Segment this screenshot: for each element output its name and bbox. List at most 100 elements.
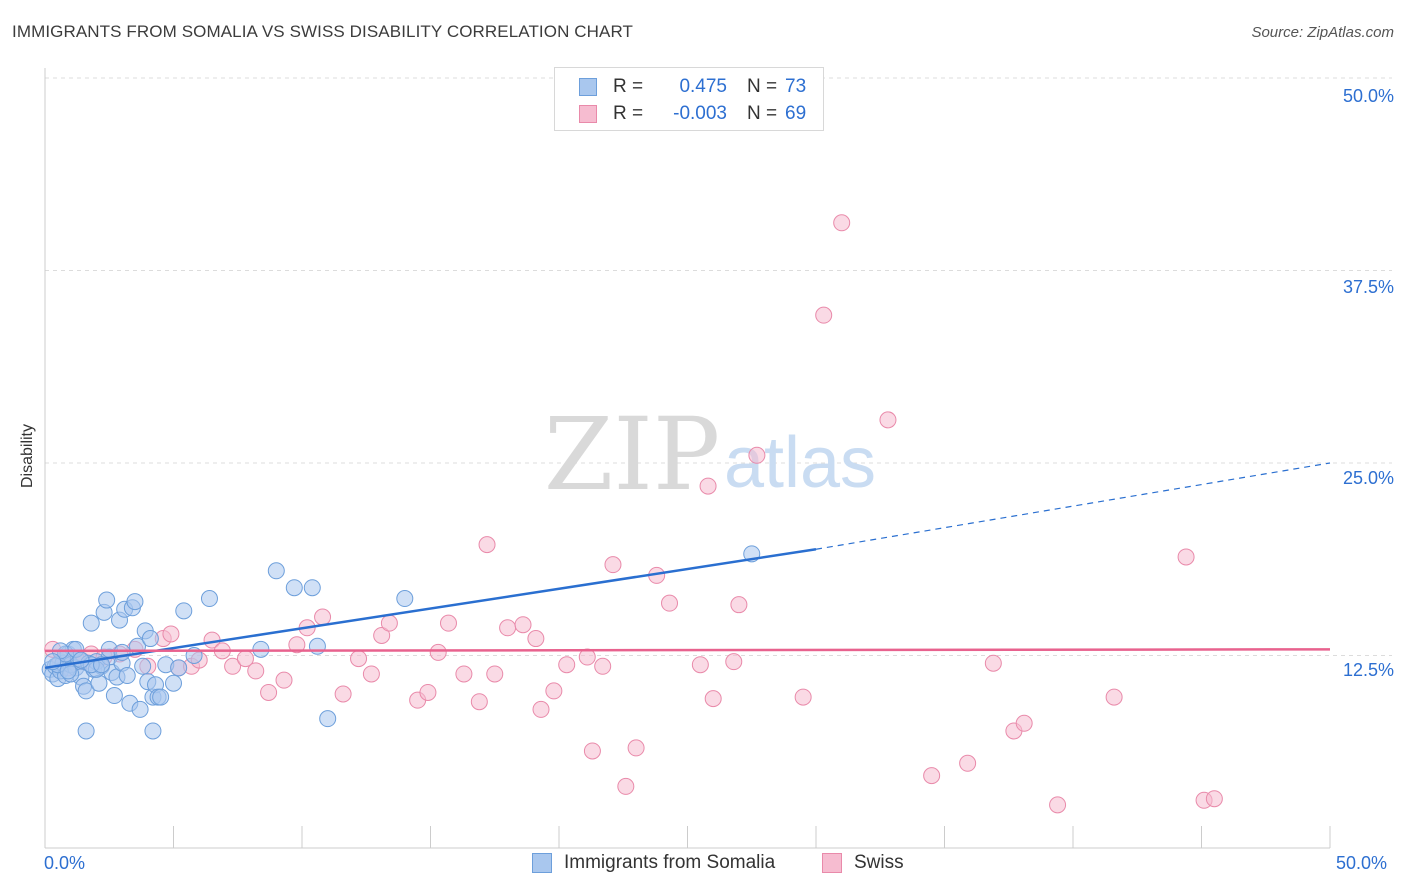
somalia-data-point[interactable] <box>303 579 321 597</box>
swiss-data-point[interactable] <box>455 665 473 683</box>
r-label: R = <box>613 103 644 124</box>
swiss-data-point[interactable] <box>815 306 833 324</box>
watermark: ZIP atlas <box>544 396 876 513</box>
swiss-data-point[interactable] <box>260 683 278 701</box>
swiss-data-point[interactable] <box>725 653 743 671</box>
n-label: N = <box>747 103 778 124</box>
legend-item-somalia[interactable]: Immigrants from Somalia <box>532 852 775 874</box>
swiss-data-point[interactable] <box>162 625 180 643</box>
swiss-data-point[interactable] <box>604 556 622 574</box>
swiss-trend-line <box>44 648 1331 653</box>
watermark-zip: ZIP <box>544 396 720 513</box>
somalia-data-point[interactable] <box>118 667 136 685</box>
legend-swatch-somalia <box>532 853 552 873</box>
somalia-data-point[interactable] <box>267 562 285 580</box>
somalia-data-point[interactable] <box>82 614 100 632</box>
swiss-data-point[interactable] <box>617 777 635 795</box>
somalia-data-point[interactable] <box>152 688 170 706</box>
swiss-data-point[interactable] <box>1015 714 1033 732</box>
somalia-data-point[interactable] <box>252 640 270 658</box>
swiss-data-point[interactable] <box>594 657 612 675</box>
swiss-data-point[interactable] <box>419 683 437 701</box>
r-label: R = <box>613 76 644 97</box>
swiss-data-point[interactable] <box>833 214 851 232</box>
somalia-data-point[interactable] <box>141 630 159 648</box>
swiss-data-point[interactable] <box>247 662 265 680</box>
y-tick-label: 37.5% <box>1342 277 1394 297</box>
swiss-data-point[interactable] <box>362 665 380 683</box>
swiss-data-point[interactable] <box>879 411 897 429</box>
swiss-data-point[interactable] <box>478 536 496 554</box>
swiss-data-point[interactable] <box>527 630 545 648</box>
legend-label-somalia: Immigrants from Somalia <box>564 852 776 873</box>
swiss-data-point[interactable] <box>691 656 709 674</box>
somalia-data-point[interactable] <box>126 593 144 611</box>
swiss-data-point[interactable] <box>486 665 504 683</box>
y-tick-label: 25.0% <box>1342 468 1394 488</box>
y-tick-label: 12.5% <box>1342 660 1394 680</box>
swiss-data-point[interactable] <box>334 685 352 703</box>
somalia-trend-extension <box>815 462 1331 550</box>
swiss-data-point[interactable] <box>730 596 748 614</box>
swiss-data-point[interactable] <box>470 693 488 711</box>
swiss-data-point[interactable] <box>439 614 457 632</box>
somalia-data-point[interactable] <box>144 722 162 740</box>
somalia-data-point[interactable] <box>77 682 95 700</box>
swiss-data-point[interactable] <box>532 700 550 718</box>
somalia-data-point[interactable] <box>170 659 188 677</box>
somalia-data-point[interactable] <box>131 700 149 718</box>
somalia-data-point[interactable] <box>105 687 123 705</box>
somalia-data-point[interactable] <box>165 674 182 692</box>
swiss-data-point[interactable] <box>794 688 812 706</box>
somalia-data-point[interactable] <box>77 722 95 740</box>
x-tick-label-min: 0.0% <box>44 853 86 873</box>
somalia-data-point[interactable] <box>308 637 326 655</box>
swiss-points <box>44 214 1223 814</box>
swiss-data-point[interactable] <box>959 754 977 772</box>
somalia-data-point[interactable] <box>319 710 337 728</box>
swiss-data-point[interactable] <box>275 671 293 689</box>
legend-swatch-swiss <box>822 853 842 873</box>
swiss-data-point[interactable] <box>627 739 645 757</box>
swiss-data-point[interactable] <box>288 636 306 654</box>
source-credit: Source: ZipAtlas.com <box>1251 24 1394 41</box>
n-value: 73 <box>785 76 807 97</box>
somalia-data-point[interactable] <box>90 674 108 692</box>
legend-row-swiss: R = -0.003 N = 69 <box>579 102 806 126</box>
swiss-data-point[interactable] <box>583 742 601 760</box>
somalia-data-point[interactable] <box>175 602 193 620</box>
somalia-data-point[interactable] <box>134 657 152 675</box>
swiss-data-point[interactable] <box>350 650 368 668</box>
somalia-points <box>41 545 761 740</box>
somalia-data-point[interactable] <box>396 590 414 608</box>
swiss-data-point[interactable] <box>380 614 398 632</box>
r-value: 0.475 <box>679 76 727 97</box>
somalia-data-point[interactable] <box>285 579 303 597</box>
swiss-data-point[interactable] <box>984 654 1002 672</box>
legend-item-swiss[interactable]: Swiss <box>822 852 904 874</box>
n-value: 69 <box>785 103 807 124</box>
somalia-data-point[interactable] <box>200 590 218 608</box>
swiss-data-point[interactable] <box>748 446 766 464</box>
swiss-data-point[interactable] <box>545 682 563 700</box>
swiss-data-point[interactable] <box>923 767 941 785</box>
r-value: -0.003 <box>673 103 727 124</box>
swiss-data-point[interactable] <box>373 626 391 644</box>
swiss-data-point[interactable] <box>699 477 717 495</box>
swiss-data-point[interactable] <box>1049 796 1067 814</box>
somalia-data-point[interactable] <box>72 651 90 669</box>
swiss-data-point[interactable] <box>224 657 242 675</box>
swiss-data-point[interactable] <box>1205 790 1223 808</box>
somalia-data-point[interactable] <box>59 662 77 680</box>
somalia-data-point[interactable] <box>98 591 116 609</box>
swiss-data-point[interactable] <box>314 608 332 626</box>
swiss-data-point[interactable] <box>1105 688 1123 706</box>
swiss-data-point[interactable] <box>514 616 532 634</box>
swiss-data-point[interactable] <box>1177 548 1195 566</box>
swiss-data-point[interactable] <box>429 643 447 661</box>
swiss-data-point[interactable] <box>661 594 679 612</box>
y-tick-label: 50.0% <box>1342 86 1394 106</box>
swiss-data-point[interactable] <box>704 690 722 708</box>
swiss-data-point[interactable] <box>499 619 517 637</box>
swiss-data-point[interactable] <box>558 656 576 674</box>
